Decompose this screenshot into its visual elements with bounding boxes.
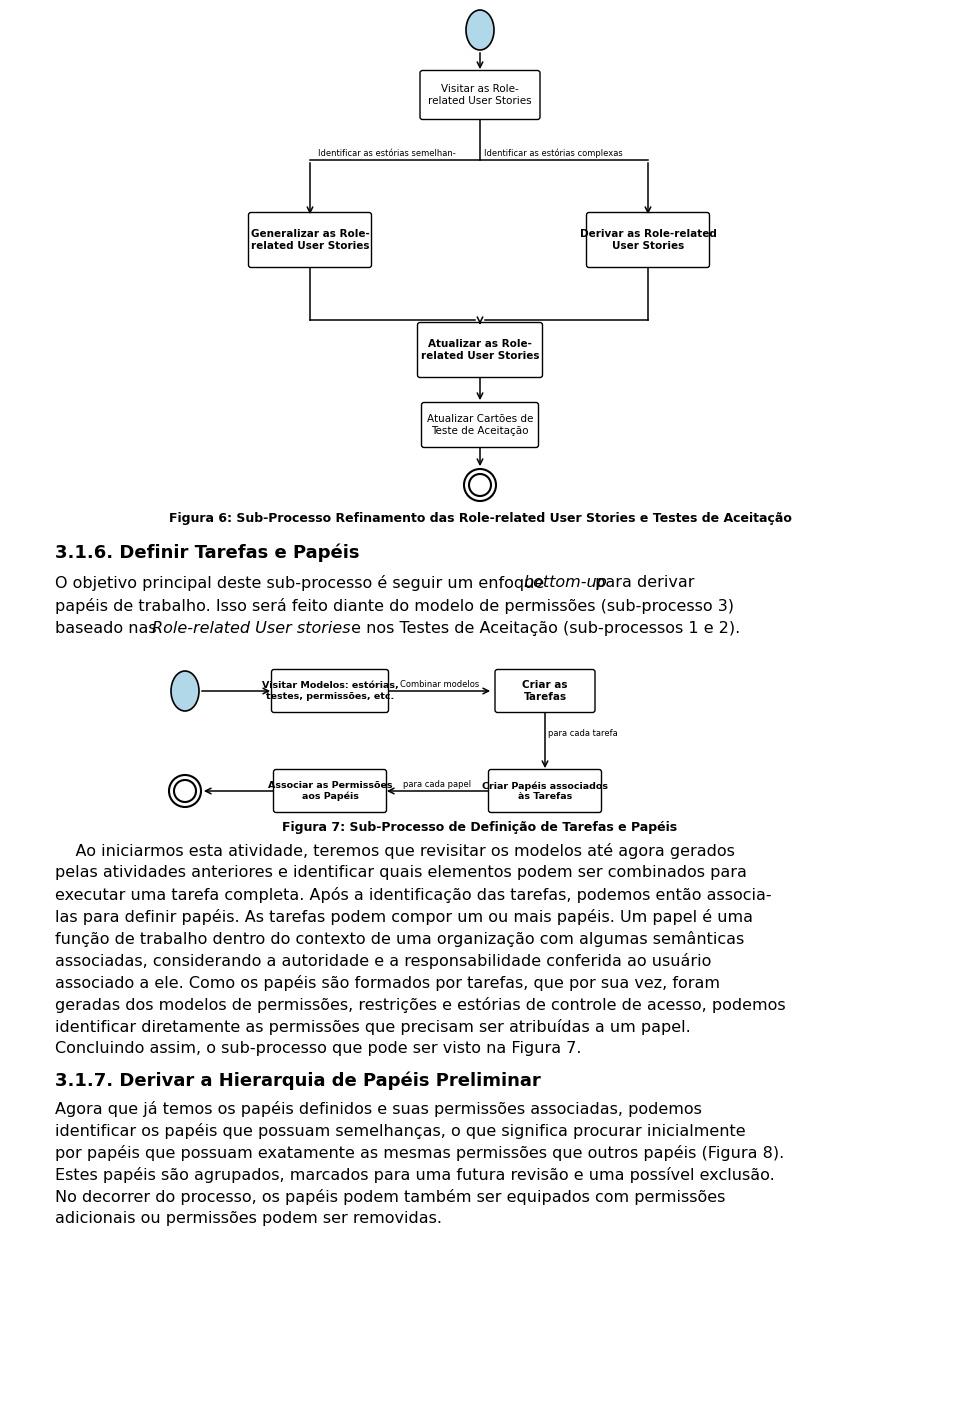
FancyBboxPatch shape xyxy=(418,323,542,378)
Text: e nos Testes de Aceitação (sub-processos 1 e 2).: e nos Testes de Aceitação (sub-processos… xyxy=(346,621,740,635)
Text: Concluindo assim, o sub-processo que pode ser visto na Figura 7.: Concluindo assim, o sub-processo que pod… xyxy=(55,1041,582,1056)
FancyBboxPatch shape xyxy=(587,212,709,267)
Text: Generalizar as Role-
related User Stories: Generalizar as Role- related User Storie… xyxy=(251,229,370,250)
Ellipse shape xyxy=(169,775,201,807)
FancyBboxPatch shape xyxy=(421,402,539,447)
Ellipse shape xyxy=(469,474,491,497)
Text: Figura 7: Sub-Processo de Definição de Tarefas e Papéis: Figura 7: Sub-Processo de Definição de T… xyxy=(282,821,678,833)
Text: identificar os papéis que possuam semelhanças, o que significa procurar inicialm: identificar os papéis que possuam semelh… xyxy=(55,1124,746,1139)
Ellipse shape xyxy=(171,671,199,710)
Text: geradas dos modelos de permissões, restrições e estórias de controle de acesso, : geradas dos modelos de permissões, restr… xyxy=(55,998,785,1013)
Text: Estes papéis são agrupados, marcados para uma futura revisão e uma possível excl: Estes papéis são agrupados, marcados par… xyxy=(55,1167,775,1183)
Text: baseado nas: baseado nas xyxy=(55,621,161,635)
Text: papéis de trabalho. Isso será feito diante do modelo de permissões (sub-processo: papéis de trabalho. Isso será feito dian… xyxy=(55,599,734,614)
Ellipse shape xyxy=(174,780,196,802)
FancyBboxPatch shape xyxy=(495,669,595,713)
Text: Visitar as Role-
related User Stories: Visitar as Role- related User Stories xyxy=(428,85,532,106)
FancyBboxPatch shape xyxy=(274,770,387,812)
Text: Role-related User stories: Role-related User stories xyxy=(152,621,350,635)
Text: identificar diretamente as permissões que precisam ser atribuídas a um papel.: identificar diretamente as permissões qu… xyxy=(55,1019,691,1034)
Text: 3.1.6. Definir Tarefas e Papéis: 3.1.6. Definir Tarefas e Papéis xyxy=(55,543,359,562)
FancyBboxPatch shape xyxy=(272,669,389,713)
Text: Figura 6: Sub-Processo Refinamento das Role-related User Stories e Testes de Ace: Figura 6: Sub-Processo Refinamento das R… xyxy=(169,512,791,525)
Text: associadas, considerando a autoridade e a responsabilidade conferida ao usuário: associadas, considerando a autoridade e … xyxy=(55,952,711,969)
Text: função de trabalho dentro do contexto de uma organização com algumas semânticas: função de trabalho dentro do contexto de… xyxy=(55,931,744,947)
Text: adicionais ou permissões podem ser removidas.: adicionais ou permissões podem ser remov… xyxy=(55,1211,442,1225)
FancyBboxPatch shape xyxy=(489,770,602,812)
Text: para cada tarefa: para cada tarefa xyxy=(548,729,617,737)
FancyBboxPatch shape xyxy=(249,212,372,267)
Ellipse shape xyxy=(466,10,494,50)
Text: Atualizar Cartões de
Teste de Aceitação: Atualizar Cartões de Teste de Aceitação xyxy=(427,415,533,436)
Text: Visitar Modelos: estórias,
testes, permissões, etc.: Visitar Modelos: estórias, testes, permi… xyxy=(262,681,398,700)
Text: Combinar modelos: Combinar modelos xyxy=(400,681,479,689)
Text: Ao iniciarmos esta atividade, teremos que revisitar os modelos até agora gerados: Ao iniciarmos esta atividade, teremos qu… xyxy=(55,843,734,859)
Text: Associar as Permissões
aos Papéis: Associar as Permissões aos Papéis xyxy=(268,781,393,801)
Text: Agora que já temos os papéis definidos e suas permissões associadas, podemos: Agora que já temos os papéis definidos e… xyxy=(55,1101,702,1116)
Text: por papéis que possuam exatamente as mesmas permissões que outros papéis (Figura: por papéis que possuam exatamente as mes… xyxy=(55,1145,784,1160)
Text: associado a ele. Como os papéis são formados por tarefas, que por sua vez, foram: associado a ele. Como os papéis são form… xyxy=(55,975,720,990)
Text: Criar Papéis associados
às Tarefas: Criar Papéis associados às Tarefas xyxy=(482,781,608,801)
Text: Criar as
Tarefas: Criar as Tarefas xyxy=(522,681,567,702)
Text: pelas atividades anteriores e identificar quais elementos podem ser combinados p: pelas atividades anteriores e identifica… xyxy=(55,865,747,880)
Text: executar uma tarefa completa. Após a identificação das tarefas, podemos então as: executar uma tarefa completa. Após a ide… xyxy=(55,887,772,903)
Text: bottom-up: bottom-up xyxy=(523,574,607,590)
Text: O objetivo principal deste sub-processo é seguir um enfoque: O objetivo principal deste sub-processo … xyxy=(55,574,549,591)
Text: Identificar as estórias complexas: Identificar as estórias complexas xyxy=(484,149,623,158)
Text: Identificar as estórias semelhan-: Identificar as estórias semelhan- xyxy=(318,149,456,158)
Ellipse shape xyxy=(464,468,496,501)
Text: Derivar as Role-related
User Stories: Derivar as Role-related User Stories xyxy=(580,229,716,250)
Text: las para definir papéis. As tarefas podem compor um ou mais papéis. Um papel é u: las para definir papéis. As tarefas pode… xyxy=(55,908,753,925)
Text: No decorrer do processo, os papéis podem também ser equipados com permissões: No decorrer do processo, os papéis podem… xyxy=(55,1189,726,1206)
Text: para derivar: para derivar xyxy=(590,574,694,590)
FancyBboxPatch shape xyxy=(420,71,540,119)
Text: para cada papel: para cada papel xyxy=(403,780,471,790)
Text: Atualizar as Role-
related User Stories: Atualizar as Role- related User Stories xyxy=(420,340,540,361)
Text: 3.1.7. Derivar a Hierarquia de Papéis Preliminar: 3.1.7. Derivar a Hierarquia de Papéis Pr… xyxy=(55,1071,540,1090)
